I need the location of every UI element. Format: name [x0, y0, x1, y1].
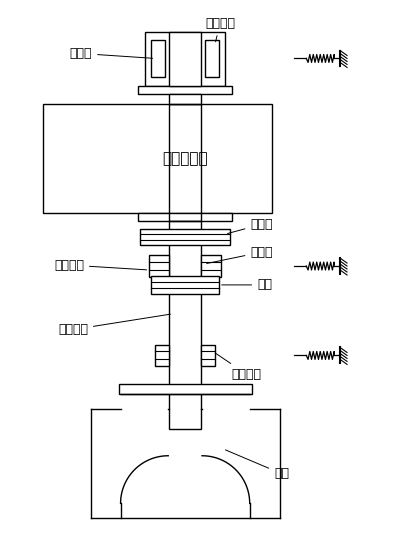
- Bar: [138, 213, 232, 222]
- Bar: [145, 31, 225, 86]
- Text: 上导轴承: 上导轴承: [205, 17, 235, 42]
- Bar: [43, 104, 272, 213]
- Bar: [119, 384, 252, 394]
- Text: 转轮: 转轮: [225, 450, 289, 480]
- Bar: [205, 40, 219, 77]
- Text: 下端轴: 下端轴: [207, 245, 273, 263]
- Bar: [169, 222, 201, 429]
- Text: 发电机转子: 发电机转子: [162, 151, 208, 166]
- Text: 上端轴: 上端轴: [70, 47, 152, 60]
- Bar: [151, 40, 165, 77]
- Bar: [169, 94, 201, 104]
- Bar: [201, 344, 215, 367]
- Bar: [201, 255, 221, 277]
- Bar: [169, 31, 201, 86]
- Bar: [169, 104, 201, 222]
- Text: 下导轴承: 下导轴承: [54, 258, 147, 272]
- Bar: [150, 255, 169, 277]
- Bar: [155, 344, 169, 367]
- Bar: [140, 229, 230, 245]
- Text: 法兰: 法兰: [222, 279, 272, 292]
- Text: 水导轴承: 水导轴承: [215, 353, 262, 381]
- Bar: [138, 86, 232, 94]
- Text: 水轮机轴: 水轮机轴: [58, 314, 171, 336]
- Bar: [151, 276, 219, 294]
- Text: 推力头: 推力头: [227, 218, 273, 233]
